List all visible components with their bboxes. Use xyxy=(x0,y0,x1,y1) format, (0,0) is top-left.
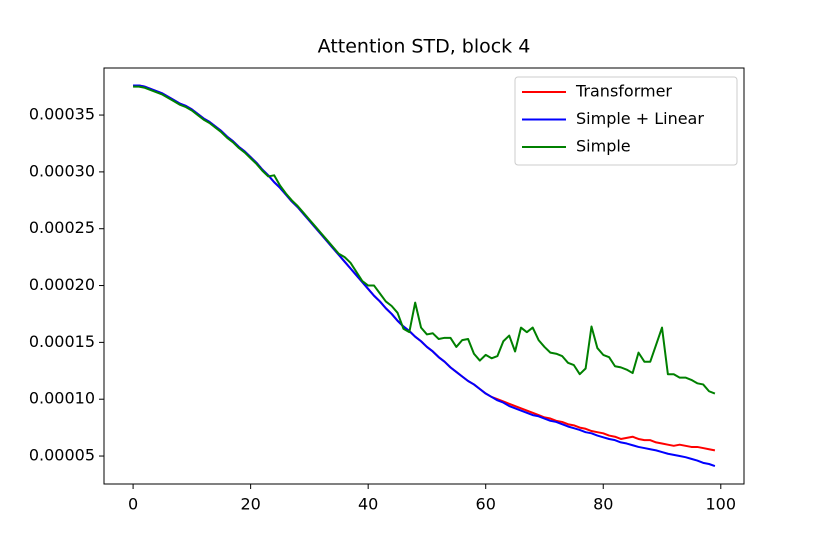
y-tick-label: 0.00025 xyxy=(29,218,95,237)
plot-frame xyxy=(103,67,745,485)
y-tick-label: 0.00035 xyxy=(29,105,95,124)
x-tick-label: 0 xyxy=(128,495,138,514)
legend-label: Simple xyxy=(576,137,631,156)
y-tick-label: 0.00015 xyxy=(29,332,95,351)
x-tick-label: 60 xyxy=(476,495,496,514)
x-tick-label: 40 xyxy=(358,495,378,514)
y-tick-label: 0.00020 xyxy=(29,275,95,294)
y-tick-label: 0.00030 xyxy=(29,161,95,180)
y-tick-label: 0.00005 xyxy=(29,446,95,465)
chart-title: Attention STD, block 4 xyxy=(318,36,531,58)
x-tick-label: 80 xyxy=(593,495,613,514)
series-line xyxy=(133,85,716,395)
y-tick-label: 0.00010 xyxy=(29,389,95,408)
legend-label: Transformer xyxy=(575,82,672,101)
x-tick-label: 20 xyxy=(240,495,260,514)
legend-label: Simple + Linear xyxy=(576,109,704,128)
x-tick-label: 100 xyxy=(706,495,737,514)
legend-box xyxy=(514,76,738,166)
